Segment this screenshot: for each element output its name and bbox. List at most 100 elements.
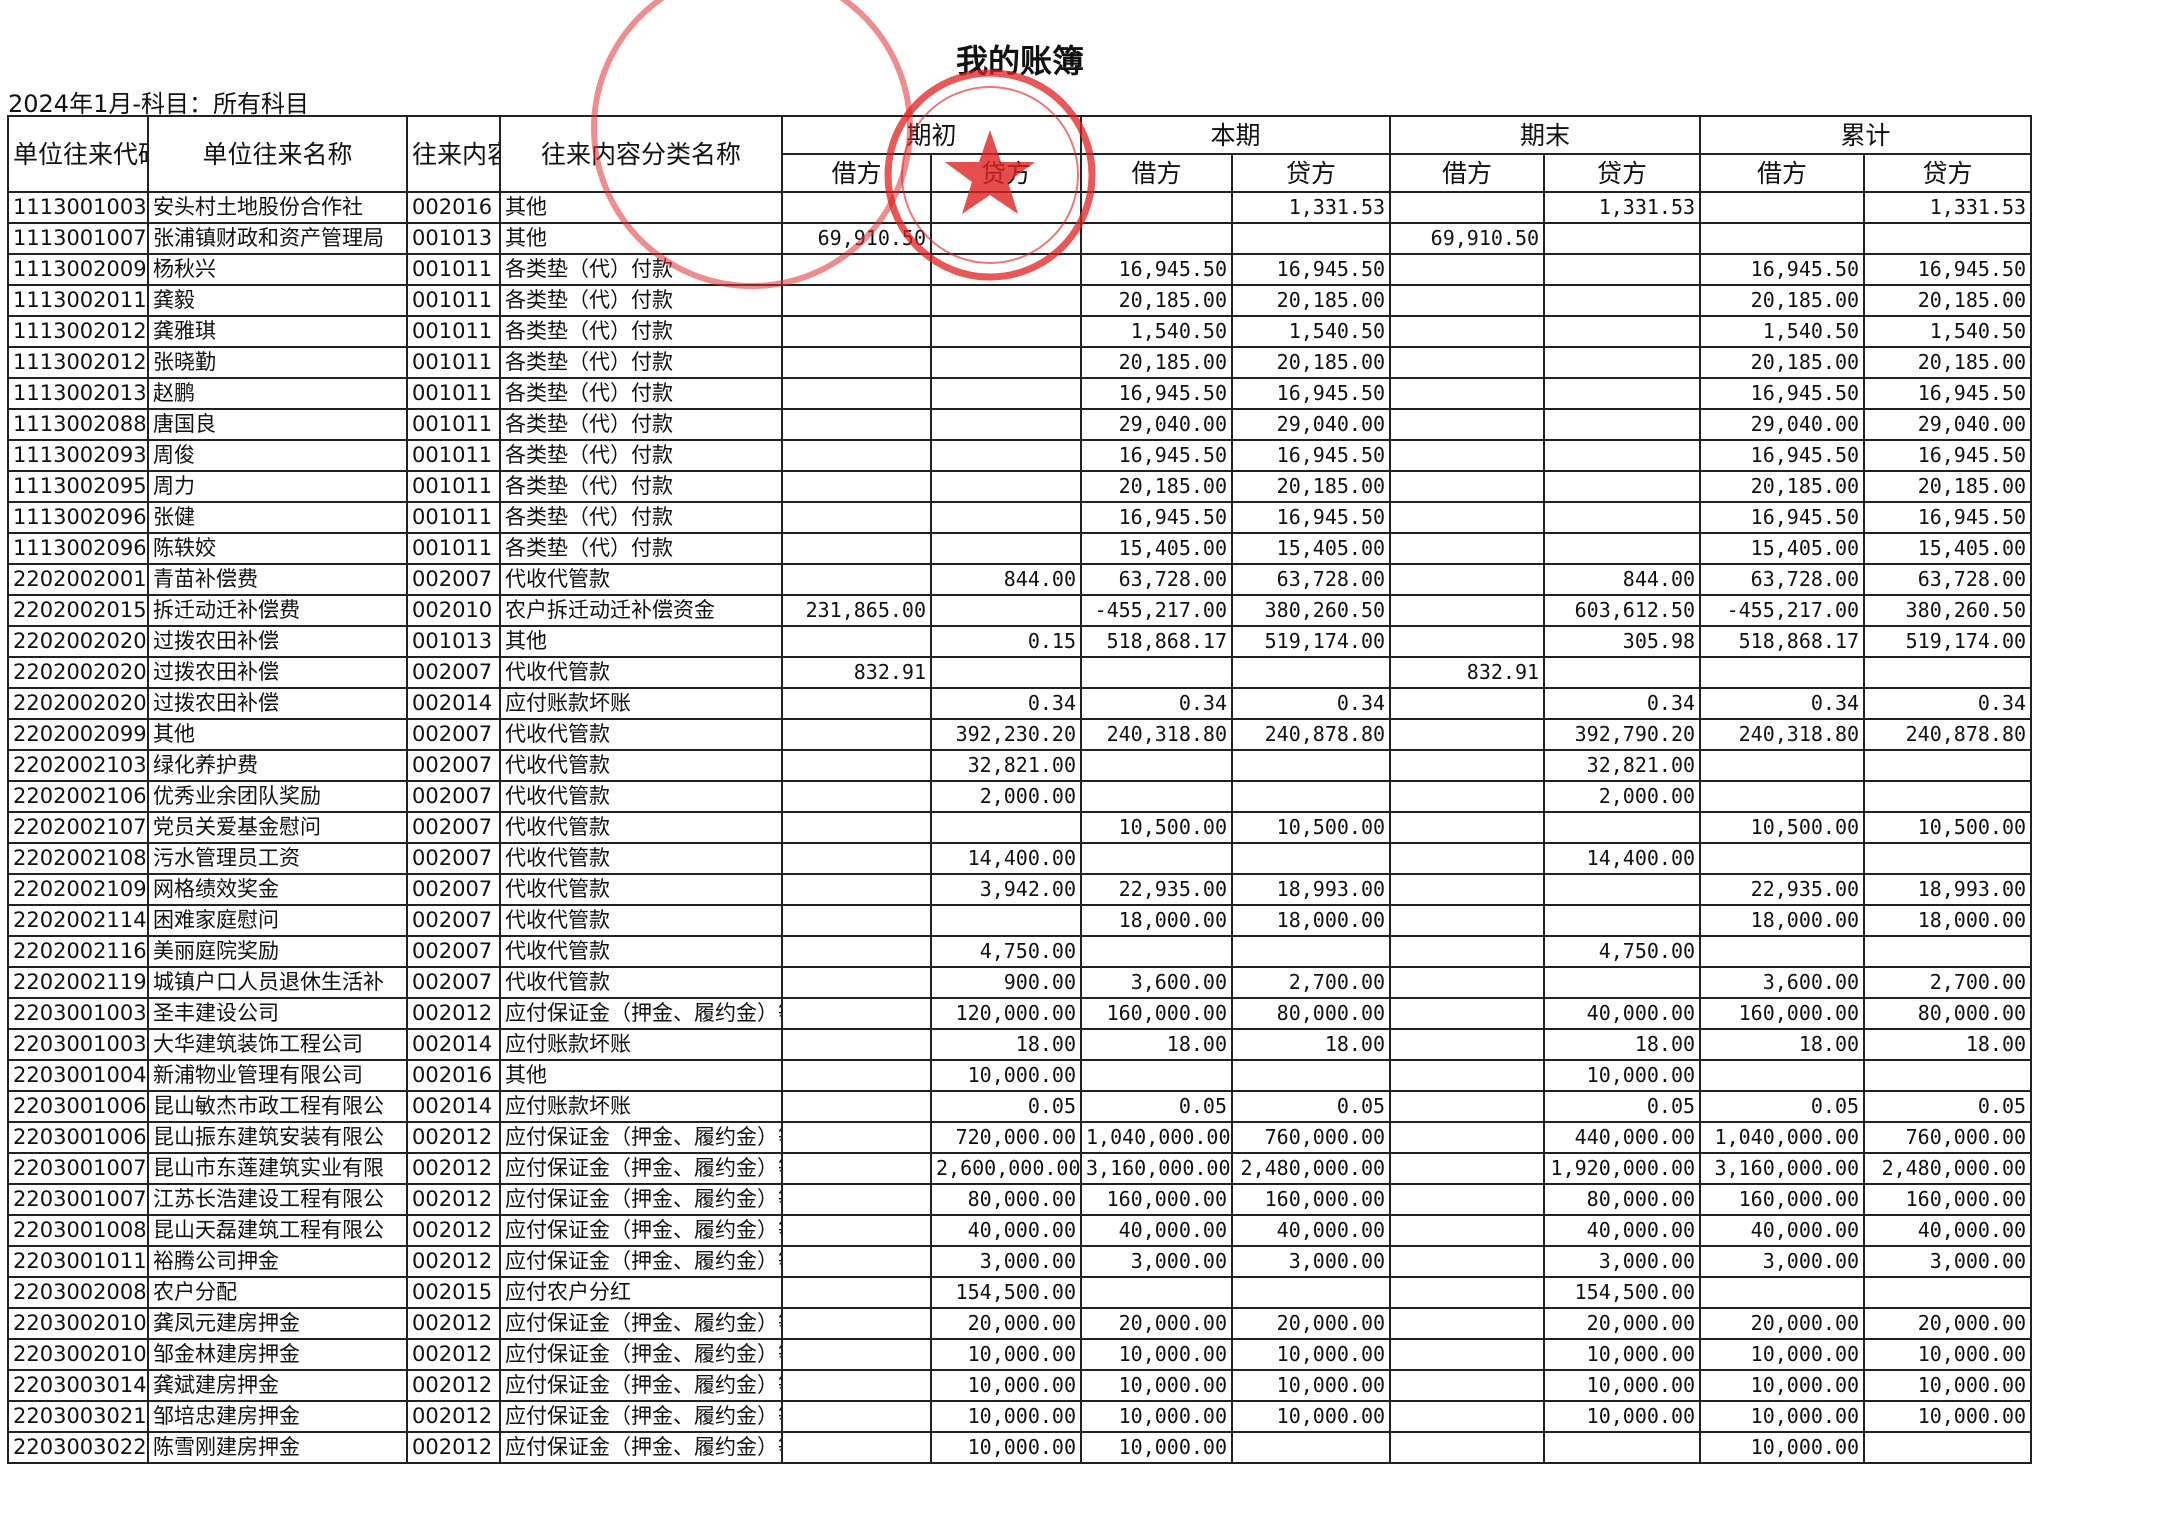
amount-cell: 16,945.50	[1863, 439, 2033, 472]
amount-cell	[1389, 408, 1546, 441]
amount-cell	[1080, 935, 1234, 968]
text-cell: 001011	[406, 315, 501, 348]
text-cell: 周俊	[147, 439, 408, 472]
amount-cell	[1699, 780, 1866, 813]
amount-cell: 392,790.20	[1543, 718, 1702, 751]
amount-cell	[1863, 1431, 2033, 1464]
amount-cell: 16,945.50	[1699, 501, 1866, 534]
amount-cell	[781, 842, 932, 875]
text-cell: 农户拆迁动迁补偿资金	[499, 594, 783, 627]
amount-cell: 3,600.00	[1080, 966, 1234, 999]
amount-cell: 20,185.00	[1080, 284, 1234, 317]
amount-cell	[781, 563, 932, 596]
amount-cell: 40,000.00	[1543, 1214, 1702, 1247]
data-row: 22020021070 党员关爱基金慰问 002007 代收代管款 10,500.00 1…	[7, 811, 2033, 844]
amount-cell: 0.05	[1080, 1090, 1234, 1123]
amount-cell	[1389, 904, 1546, 937]
amount-cell	[929, 377, 1083, 410]
text-cell: 22030010036	[7, 1028, 149, 1061]
text-cell: 代收代管款	[499, 966, 783, 999]
text-cell: 22030010076	[7, 1183, 149, 1216]
amount-cell: 240,878.80	[1231, 718, 1392, 751]
amount-cell	[781, 1338, 932, 1371]
amount-cell	[1231, 656, 1392, 689]
text-cell: 应付账款坏账	[499, 1090, 783, 1123]
amount-cell	[1231, 749, 1392, 782]
amount-cell: 1,540.50	[1231, 315, 1392, 348]
amount-cell	[1080, 780, 1234, 813]
amount-cell: 14,400.00	[929, 842, 1083, 875]
group-header: 本期	[1080, 115, 1392, 155]
amount-cell: 3,942.00	[929, 873, 1083, 906]
amount-cell	[781, 1431, 932, 1464]
amount-cell	[1389, 191, 1546, 224]
text-cell: 22020020200	[7, 625, 149, 658]
amount-cell: 10,000.00	[1699, 1431, 1866, 1464]
text-cell: 22030010064	[7, 1090, 149, 1123]
amount-cell: 380,260.50	[1863, 594, 2033, 627]
amount-cell	[1389, 1152, 1546, 1185]
amount-cell	[781, 315, 932, 348]
amount-cell	[1389, 1245, 1546, 1278]
group-header: 累计	[1699, 115, 2033, 155]
text-cell: 绿化养护费	[147, 749, 408, 782]
data-row: 22030010036 大华建筑装饰工程公司 002014 应付账款坏账 18.00 18…	[7, 1028, 2033, 1061]
amount-cell: 20,185.00	[1231, 470, 1392, 503]
amount-cell: 10,000.00	[1543, 1400, 1702, 1433]
text-cell: 代收代管款	[499, 780, 783, 813]
amount-cell: 40,000.00	[1543, 997, 1702, 1030]
amount-cell: 603,612.50	[1543, 594, 1702, 627]
amount-cell	[1543, 253, 1702, 286]
text-cell: 001011	[406, 346, 501, 379]
amount-cell: 3,160,000.00	[1699, 1152, 1866, 1185]
amount-cell: 440,000.00	[1543, 1121, 1702, 1154]
text-cell: 应付保证金（押金、履约金）等	[499, 1431, 783, 1464]
text-cell: 圣丰建设公司	[147, 997, 408, 1030]
amount-cell: 900.00	[929, 966, 1083, 999]
text-cell: 代收代管款	[499, 904, 783, 937]
text-cell: 11130020127	[7, 315, 149, 348]
text-cell: 22030020105	[7, 1338, 149, 1371]
amount-cell: 20,000.00	[1699, 1307, 1866, 1340]
text-cell: 新浦物业管理有限公司	[147, 1059, 408, 1092]
amount-cell: 160,000.00	[1699, 1183, 1866, 1216]
text-cell: 22020021190	[7, 966, 149, 999]
text-cell: 002012	[406, 1400, 501, 1433]
text-cell: 昆山市东莲建筑实业有限	[147, 1152, 408, 1185]
amount-cell	[1389, 1028, 1546, 1061]
text-cell: 001011	[406, 377, 501, 410]
amount-cell: 16,945.50	[1231, 501, 1392, 534]
text-cell: 11130020117	[7, 284, 149, 317]
amount-cell: 832.91	[781, 656, 932, 689]
text-cell: 应付保证金（押金、履约金）等	[499, 1245, 783, 1278]
amount-cell: 1,331.53	[1231, 191, 1392, 224]
amount-cell	[1543, 315, 1702, 348]
text-cell: 龚凤元建房押金	[147, 1307, 408, 1340]
header-row: 单位往来代码单位往来名称往来内容分类往来内容分类名称期初本期期末累计	[7, 115, 2033, 193]
text-cell: 002007	[406, 718, 501, 751]
amount-cell	[929, 284, 1083, 317]
text-cell: 002007	[406, 563, 501, 596]
column-header: 往来内容分类名称	[499, 115, 783, 193]
text-cell: 张健	[147, 501, 408, 534]
amount-cell	[1699, 749, 1866, 782]
data-row: 11130020127 龚雅琪 001011 各类垫（代）付款 1,540.50 1,54…	[7, 315, 2033, 348]
data-row: 22030010081 昆山天磊建筑工程有限公 002012 应付保证金（押金、履约金…	[7, 1214, 2033, 1247]
text-cell: 002012	[406, 1121, 501, 1154]
text-cell: 22030030141	[7, 1369, 149, 1402]
amount-cell: 16,945.50	[1080, 439, 1234, 472]
text-cell: 各类垫（代）付款	[499, 532, 783, 565]
amount-cell	[781, 501, 932, 534]
amount-cell	[1699, 842, 1866, 875]
text-cell: 城镇户口人员退休生活补	[147, 966, 408, 999]
amount-cell: 10,000.00	[1863, 1400, 2033, 1433]
text-cell: 22020020150	[7, 594, 149, 627]
amount-cell: 519,174.00	[1863, 625, 2033, 658]
amount-cell	[781, 377, 932, 410]
text-cell: 002012	[406, 1214, 501, 1247]
text-cell: 22020020990	[7, 718, 149, 751]
text-cell: 11130020129	[7, 346, 149, 379]
amount-cell: 14,400.00	[1543, 842, 1702, 875]
text-cell: 002012	[406, 1152, 501, 1185]
